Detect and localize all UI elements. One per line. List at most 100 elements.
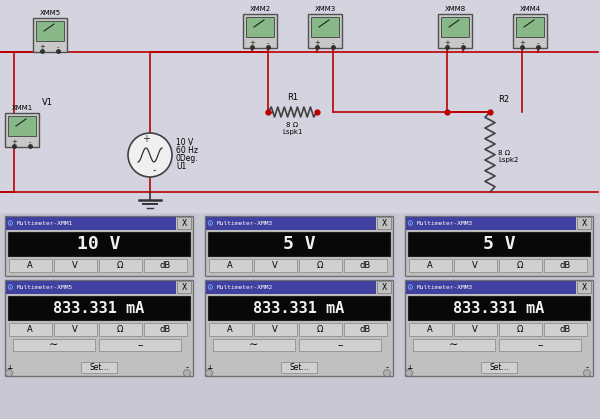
Bar: [246, 17, 274, 37]
Bar: [454, 259, 497, 272]
Text: 833.331 mA: 833.331 mA: [454, 300, 545, 316]
Bar: [408, 296, 590, 320]
Text: ∼: ∼: [49, 340, 59, 350]
Text: 833.331 mA: 833.331 mA: [53, 300, 145, 316]
Bar: [281, 362, 317, 373]
Bar: [5, 280, 193, 376]
Text: Set...: Set...: [489, 363, 509, 372]
Bar: [209, 259, 251, 272]
Text: Multimeter-XMM5: Multimeter-XMM5: [17, 285, 73, 290]
Bar: [409, 259, 452, 272]
Circle shape: [184, 370, 191, 377]
Text: XMM1: XMM1: [11, 105, 32, 111]
Bar: [516, 17, 544, 37]
Bar: [405, 216, 593, 276]
Text: dB: dB: [160, 325, 171, 334]
Bar: [13, 339, 95, 351]
Bar: [299, 339, 381, 351]
Bar: [544, 259, 587, 272]
Bar: [408, 232, 590, 256]
Bar: [5, 216, 193, 276]
Bar: [299, 259, 341, 272]
Text: Set...: Set...: [289, 363, 309, 372]
Text: +: +: [206, 364, 212, 372]
Bar: [243, 14, 277, 48]
Bar: [9, 323, 52, 336]
Bar: [577, 217, 591, 229]
Text: 10 V: 10 V: [77, 235, 121, 253]
Text: dB: dB: [560, 325, 571, 334]
Bar: [499, 259, 542, 272]
Text: XMM3: XMM3: [314, 6, 335, 12]
Bar: [213, 339, 295, 351]
Text: +: +: [519, 40, 525, 46]
Text: –: –: [137, 340, 143, 350]
Text: –: –: [537, 340, 543, 350]
Text: +: +: [406, 364, 412, 372]
Text: X: X: [181, 219, 187, 228]
Text: X: X: [581, 283, 587, 292]
Text: V: V: [272, 261, 278, 270]
Text: Ω: Ω: [117, 261, 124, 270]
Bar: [54, 323, 97, 336]
Text: A: A: [227, 261, 233, 270]
Text: 833.331 mA: 833.331 mA: [253, 300, 344, 316]
Bar: [499, 323, 542, 336]
Bar: [144, 259, 187, 272]
Bar: [6, 217, 176, 230]
Text: +: +: [314, 40, 320, 46]
Bar: [33, 18, 67, 52]
Text: U1: U1: [176, 162, 186, 171]
Bar: [206, 217, 376, 230]
Text: Ω: Ω: [517, 261, 523, 270]
Text: XMM2: XMM2: [250, 6, 271, 12]
Bar: [209, 323, 251, 336]
Text: Multimeter-XMM3: Multimeter-XMM3: [417, 285, 473, 290]
Text: +: +: [11, 139, 17, 145]
Circle shape: [406, 370, 413, 377]
Text: ⚙: ⚙: [206, 219, 214, 228]
Bar: [206, 281, 376, 294]
Bar: [344, 323, 386, 336]
Bar: [99, 339, 181, 351]
Bar: [208, 296, 390, 320]
Text: +: +: [249, 40, 255, 46]
Bar: [377, 281, 391, 293]
Text: -: -: [152, 165, 156, 175]
Text: XMM5: XMM5: [40, 10, 61, 16]
Text: XMM4: XMM4: [520, 6, 541, 12]
Bar: [544, 323, 587, 336]
Text: dB: dB: [160, 261, 171, 270]
Bar: [205, 216, 393, 276]
Text: +: +: [39, 44, 45, 50]
Text: 60 Hz: 60 Hz: [176, 146, 198, 155]
Bar: [99, 323, 142, 336]
Text: Ω: Ω: [317, 261, 323, 270]
Bar: [5, 113, 39, 147]
Text: V: V: [73, 261, 78, 270]
Text: –: –: [337, 340, 343, 350]
Text: 10 V: 10 V: [176, 138, 193, 147]
Text: -: -: [386, 364, 389, 372]
Circle shape: [383, 370, 391, 377]
Text: -: -: [462, 40, 464, 46]
Text: 8 Ω
Lspk1: 8 Ω Lspk1: [282, 122, 303, 135]
Bar: [9, 259, 52, 272]
Circle shape: [205, 370, 212, 377]
Text: R1: R1: [287, 93, 298, 102]
Circle shape: [128, 133, 172, 177]
Bar: [36, 21, 64, 41]
Text: V: V: [472, 261, 478, 270]
Text: Ω: Ω: [317, 325, 323, 334]
Circle shape: [5, 370, 13, 377]
Text: ⚙: ⚙: [7, 283, 13, 292]
Text: X: X: [382, 219, 386, 228]
Text: Ω: Ω: [117, 325, 124, 334]
Bar: [254, 323, 296, 336]
Bar: [308, 14, 342, 48]
Bar: [438, 14, 472, 48]
Bar: [99, 259, 142, 272]
Bar: [406, 217, 576, 230]
Text: A: A: [28, 261, 33, 270]
Text: +: +: [444, 40, 450, 46]
